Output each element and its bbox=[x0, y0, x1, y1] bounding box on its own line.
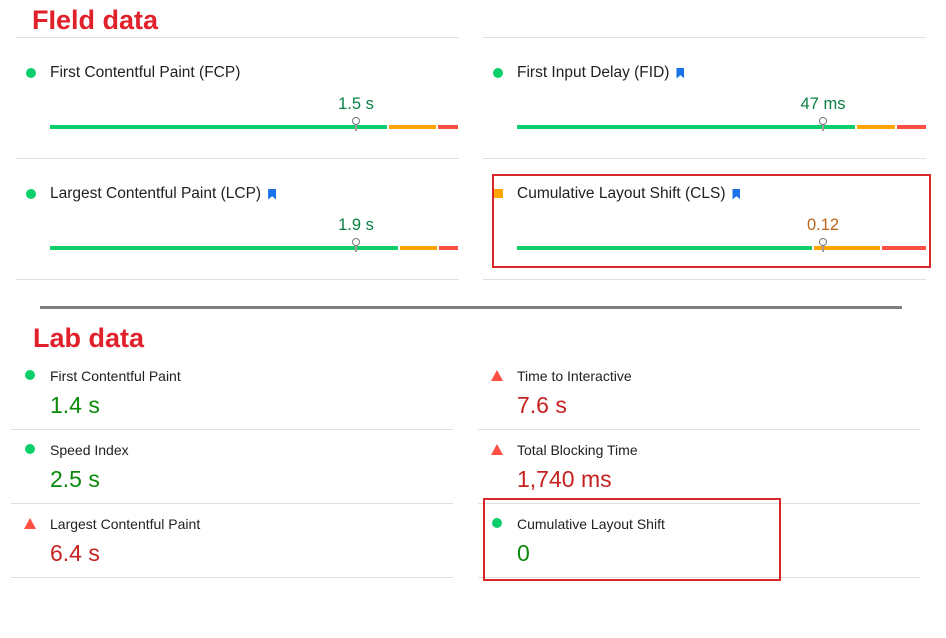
distribution-bar-average bbox=[400, 246, 437, 250]
good-circle-icon bbox=[26, 68, 36, 78]
field-metric-value: 1.9 s bbox=[338, 216, 374, 234]
lab-metric-label: Speed Index bbox=[50, 442, 129, 458]
lab-divider bbox=[478, 577, 920, 578]
lab-divider bbox=[11, 577, 453, 578]
distribution-bar-average bbox=[857, 125, 895, 129]
field-metric-label: Largest Contentful Paint (LCP) bbox=[50, 185, 262, 202]
field-divider bbox=[483, 158, 926, 159]
lab-metric-value: 7.6 s bbox=[517, 392, 567, 418]
field-divider-top-left bbox=[16, 37, 459, 38]
field-metric-label: First Input Delay (FID) bbox=[517, 64, 670, 81]
lab-divider bbox=[478, 429, 920, 430]
distribution-bar-poor bbox=[897, 125, 926, 129]
percentile-marker bbox=[352, 238, 360, 252]
percentile-marker bbox=[819, 238, 827, 252]
distribution-bar-average bbox=[389, 125, 436, 129]
field-divider bbox=[16, 279, 459, 280]
annotation-highlight-cls-lab bbox=[483, 498, 781, 581]
good-circle-icon bbox=[492, 518, 502, 528]
lab-metric-label: Cumulative Layout Shift bbox=[517, 516, 665, 532]
field-metric-value: 47 ms bbox=[800, 95, 846, 113]
poor-triangle-icon bbox=[24, 518, 36, 529]
lab-metric-value: 6.4 s bbox=[50, 540, 100, 566]
field-metric-label: First Contentful Paint (FCP) bbox=[50, 64, 241, 81]
bookmark-icon[interactable] bbox=[676, 67, 685, 79]
distribution-bar-average bbox=[814, 246, 880, 250]
distribution-bar-good bbox=[50, 125, 387, 129]
section-separator bbox=[40, 306, 902, 309]
lab-metric-value: 2.5 s bbox=[50, 466, 100, 492]
lab-metric-value: 1.4 s bbox=[50, 392, 100, 418]
field-divider-top-right bbox=[483, 37, 926, 38]
distribution-bar-good bbox=[517, 125, 855, 129]
distribution-bar-good bbox=[517, 246, 812, 250]
field-metric-value: 0.12 bbox=[806, 216, 840, 234]
average-square-icon bbox=[494, 189, 503, 198]
lab-metric-label: Total Blocking Time bbox=[517, 442, 638, 458]
distribution-bar-poor bbox=[882, 246, 926, 250]
poor-triangle-icon bbox=[491, 444, 503, 455]
good-circle-icon bbox=[26, 189, 36, 199]
good-circle-icon bbox=[493, 68, 503, 78]
poor-triangle-icon bbox=[491, 370, 503, 381]
lab-metric-label: First Contentful Paint bbox=[50, 368, 181, 384]
distribution-bar-poor bbox=[438, 125, 458, 129]
field-data-heading: FIeld data bbox=[32, 5, 159, 35]
distribution-bar-poor bbox=[439, 246, 458, 250]
field-divider bbox=[16, 158, 459, 159]
percentile-marker bbox=[352, 117, 360, 131]
percentile-marker bbox=[819, 117, 827, 131]
good-circle-icon bbox=[25, 370, 35, 380]
lab-divider bbox=[478, 503, 920, 504]
bookmark-icon[interactable] bbox=[268, 188, 277, 200]
field-metric-value: 1.5 s bbox=[338, 95, 374, 113]
lab-metric-value: 0 bbox=[517, 540, 530, 566]
field-metric-label: Cumulative Layout Shift (CLS) bbox=[517, 185, 726, 202]
lab-data-heading: Lab data bbox=[33, 323, 145, 353]
lab-divider bbox=[11, 429, 453, 430]
good-circle-icon bbox=[25, 444, 35, 454]
lab-metric-label: Largest Contentful Paint bbox=[50, 516, 201, 532]
lab-divider bbox=[11, 503, 453, 504]
distribution-bar-good bbox=[50, 246, 398, 250]
lab-metric-label: Time to Interactive bbox=[517, 368, 632, 384]
field-divider bbox=[483, 279, 926, 280]
annotation-highlight-cls-field bbox=[492, 174, 931, 268]
bookmark-icon[interactable] bbox=[732, 188, 741, 200]
lab-metric-value: 1,740 ms bbox=[517, 466, 612, 492]
